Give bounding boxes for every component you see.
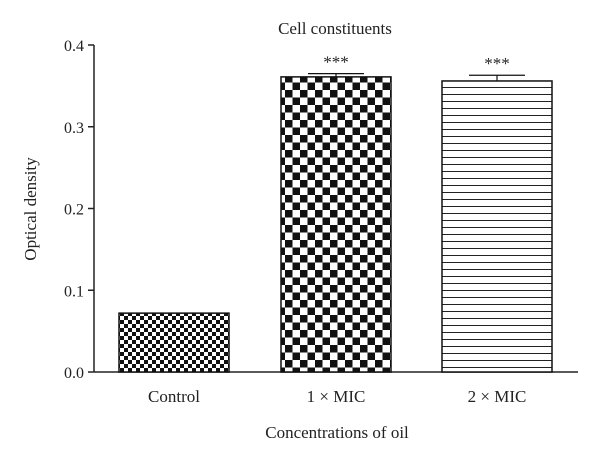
y-axis-label: Optical density [21, 157, 40, 261]
x-axis-label: Concentrations of oil [265, 423, 409, 442]
x-tick-label: 1 × MIC [307, 387, 366, 406]
bars: Control *** 1 × MIC *** 2 × MIC [118, 53, 553, 406]
bar-2 [280, 76, 392, 373]
bar-3 [441, 80, 553, 373]
chart-title: Cell constituents [278, 19, 392, 38]
significance-label: *** [484, 54, 510, 73]
y-tick-label: 0.0 [64, 365, 84, 382]
y-tick-label: 0.1 [64, 283, 84, 300]
x-tick-label: 2 × MIC [468, 387, 527, 406]
x-tick-label: Control [148, 387, 200, 406]
y-tick-label: 0.3 [64, 120, 84, 137]
y-tick-label: 0.4 [64, 38, 84, 55]
significance-label: *** [323, 53, 349, 72]
bar-1 [118, 312, 230, 373]
y-tick-label: 0.2 [64, 202, 84, 219]
